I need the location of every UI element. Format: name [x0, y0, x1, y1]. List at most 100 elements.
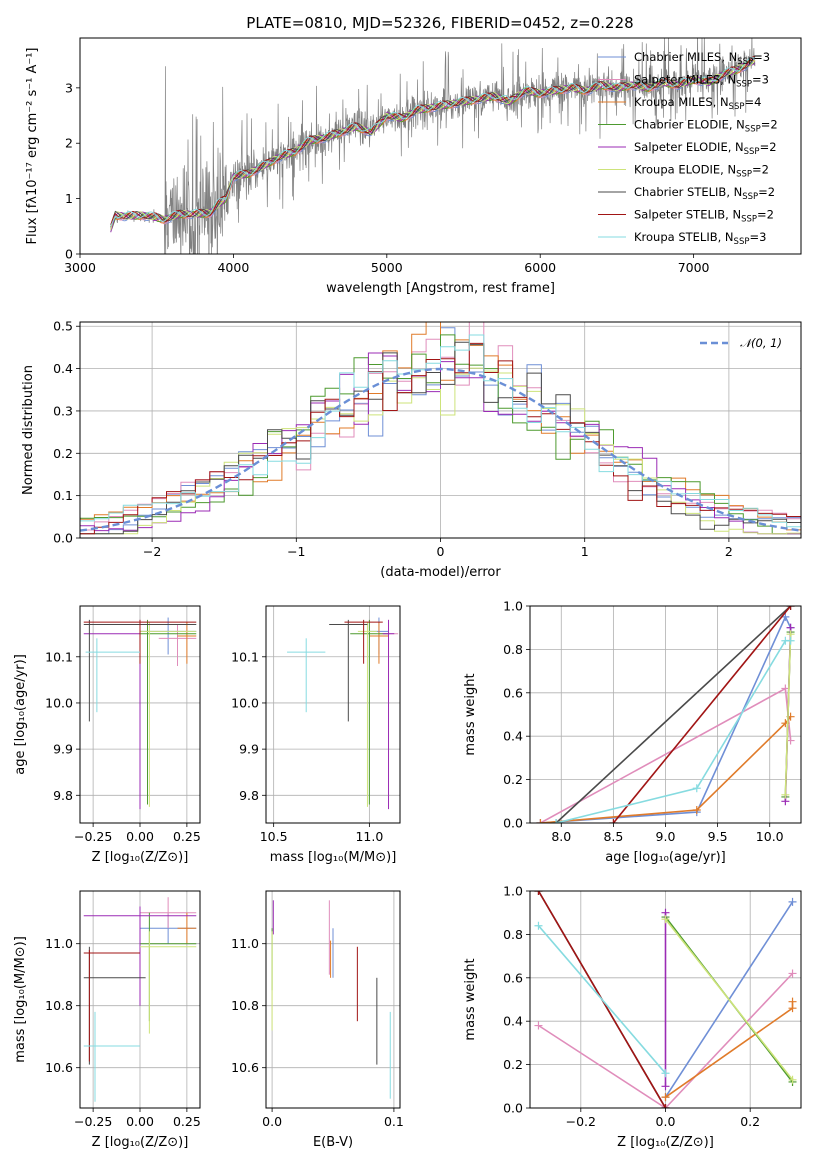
histogram-plot-area [80, 322, 801, 535]
x-tick-label: 0.25 [173, 1114, 201, 1129]
y-tick-label: 2 [65, 136, 73, 151]
y-tick-label: 0.8 [503, 642, 523, 657]
mass-weight-marker [692, 784, 701, 793]
x-tick-label: 0.0 [262, 1114, 282, 1129]
model-spectrum-line [110, 59, 756, 231]
errorbar-plot-area [83, 897, 197, 1102]
y-tick-label: 0 [65, 247, 73, 262]
x-tick-label: 5000 [371, 260, 403, 275]
legend-label: Chabrier STELIB, NSSP=2 [634, 185, 775, 202]
y-tick-label: 3 [65, 80, 73, 95]
spectrum-plot-area [110, 38, 756, 254]
y-tick-label: 11.0 [45, 936, 73, 951]
x-tick-label: 4000 [217, 260, 249, 275]
mass-weight-marker [534, 921, 543, 930]
mass-weight-marker [781, 790, 790, 799]
spectrum-title: PLATE=0810, MJD=52326, FIBERID=0452, z=0… [246, 14, 633, 32]
x-tick-label: 8.5 [603, 829, 623, 844]
mass-weight-marker [534, 1021, 543, 1030]
x-tick-label: 10.5 [260, 829, 288, 844]
mass-weight-line [784, 634, 792, 795]
x-tick-label: 0.00 [126, 1114, 154, 1129]
y-tick-label: 10.6 [231, 1060, 259, 1075]
y-tick-label: 0.5 [53, 319, 73, 334]
mass-weight-marker [692, 805, 701, 814]
mass-weight-plot-area [534, 891, 797, 1108]
x-axis-label: mass [log₁₀(M/M⊙)] [270, 850, 397, 865]
mass-weight-marker [661, 1104, 670, 1108]
x-axis-label: age [log₁₀(age/yr)] [605, 850, 726, 865]
model-spectrum-line [110, 55, 756, 225]
y-tick-label: 9.9 [53, 742, 73, 757]
x-tick-label: 0.1 [384, 1114, 404, 1129]
x-tick-label: −2 [143, 544, 161, 559]
mass-weight-marker [552, 819, 561, 823]
x-tick-label: 7000 [678, 260, 710, 275]
y-tick-label: 10.0 [45, 695, 73, 710]
mass-weight-marker [609, 819, 618, 823]
legend-label: Chabrier MILES, NSSP=3 [634, 50, 770, 67]
legend-label: Chabrier ELODIE, NSSP=2 [634, 118, 778, 135]
x-axis-label: (data-model)/error [380, 565, 501, 580]
legend-label: Salpeter MILES, NSSP=3 [634, 73, 769, 90]
y-tick-label: 0.2 [503, 772, 523, 787]
x-axis-label: Z [log₁₀(Z/Z⊙)] [92, 1135, 189, 1150]
y-axis-label: Normed distribution [21, 365, 36, 495]
y-tick-label: 0.2 [53, 446, 73, 461]
axes-frame [79, 37, 802, 255]
y-axis-label: mass [log₁₀(M/M⊙)] [13, 936, 28, 1063]
x-tick-label: 0 [437, 544, 445, 559]
y-tick-label: 0.4 [53, 361, 73, 376]
mass-weight-marker [534, 891, 543, 895]
errorbar-plot-area [271, 900, 391, 1099]
x-axis-label: wavelength [Angstrom, rest frame] [326, 281, 555, 296]
y-tick-label: 1.0 [503, 599, 523, 614]
mass-weight-line [555, 606, 792, 823]
mass-weight-marker [788, 997, 797, 1006]
model-spectrum-line [110, 57, 756, 227]
y-tick-label: 10.8 [45, 998, 73, 1013]
mass-weight-plot-area [536, 606, 795, 823]
x-tick-label: 2 [725, 544, 733, 559]
x-tick-label: 0.2 [740, 1114, 760, 1129]
x-axis-label: Z [log₁₀(Z/Z⊙)] [617, 1135, 714, 1150]
y-tick-label: 9.9 [239, 742, 259, 757]
y-axis-label: mass weight [463, 673, 478, 755]
mass-weight-marker [788, 897, 797, 906]
y-tick-label: 0.2 [503, 1057, 523, 1072]
mass-weight-line [612, 606, 792, 823]
mass-weight-line [537, 925, 667, 1074]
axes-frame [265, 605, 401, 824]
x-axis-label: E(B-V) [313, 1135, 353, 1150]
y-tick-label: 1 [65, 191, 73, 206]
mass-weight-marker [536, 819, 545, 823]
y-tick-label: 10.8 [231, 998, 259, 1013]
errorbar-plot-area [287, 617, 399, 810]
y-tick-label: 0.0 [53, 531, 73, 546]
mass-weight-marker [786, 606, 795, 610]
legend-label: Salpeter ELODIE, NSSP=2 [634, 140, 777, 157]
x-tick-label: 8.0 [551, 829, 571, 844]
y-tick-label: 0.8 [503, 927, 523, 942]
y-tick-label: 0.4 [503, 729, 523, 744]
y-tick-label: 9.8 [53, 788, 73, 803]
mass-weight-marker [788, 1075, 797, 1084]
x-tick-label: 0.25 [173, 829, 201, 844]
mass-weight-marker [786, 636, 795, 645]
y-tick-label: 0.3 [53, 403, 73, 418]
x-tick-label: 1 [581, 544, 589, 559]
y-tick-label: 0.4 [503, 1014, 523, 1029]
y-tick-label: 1.0 [503, 884, 523, 899]
x-tick-label: −0.2 [566, 1114, 596, 1129]
x-tick-label: 6000 [524, 260, 556, 275]
legend-label: Kroupa STELIB, NSSP=3 [634, 230, 766, 247]
mass-weight-marker [661, 915, 670, 924]
legend-label: Salpeter STELIB, NSSP=2 [634, 208, 774, 225]
y-tick-label: 0.1 [53, 488, 73, 503]
x-tick-label: −0.25 [74, 829, 112, 844]
y-tick-label: 0.6 [503, 970, 523, 985]
x-tick-label: 9.5 [708, 829, 728, 844]
legend-label: 𝒩(0, 1) [740, 336, 782, 350]
